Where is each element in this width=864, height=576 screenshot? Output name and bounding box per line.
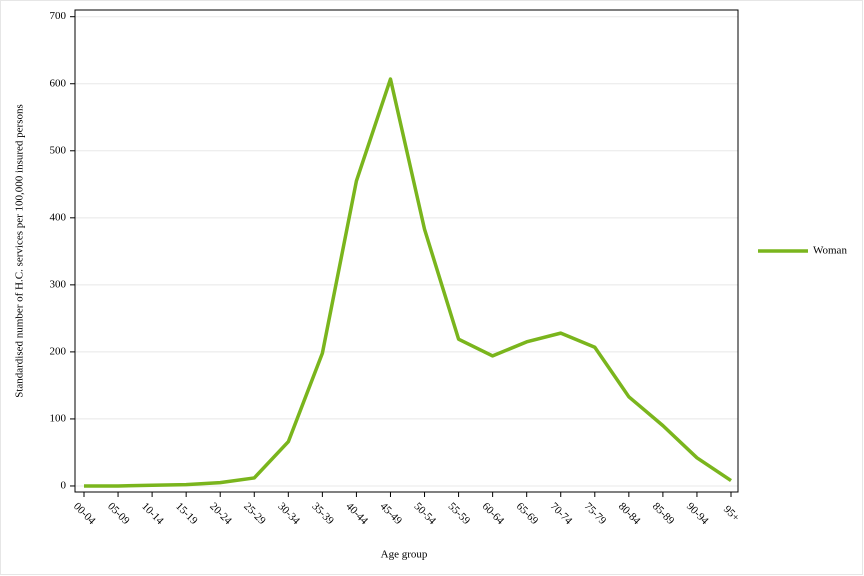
- y-tick-label: 300: [50, 278, 67, 290]
- x-tick-label: 10-14: [139, 500, 166, 527]
- y-tick-label: 100: [50, 412, 67, 424]
- x-tick-label: 25-29: [241, 500, 268, 527]
- x-tick-label: 85-89: [650, 500, 677, 527]
- x-tick-label: 35-39: [309, 500, 336, 527]
- x-tick-label: 40-44: [343, 500, 370, 527]
- x-tick-label: 80-84: [616, 500, 643, 527]
- y-tick-label: 0: [61, 479, 67, 491]
- x-tick-label: 65-69: [514, 500, 541, 527]
- y-axis-label: Standardised number of H.C. services per…: [14, 104, 26, 398]
- x-tick-label: 60-64: [480, 500, 507, 527]
- legend-label: Woman: [813, 245, 847, 257]
- y-tick-label: 500: [50, 144, 67, 156]
- x-tick-label: 50-54: [412, 500, 439, 527]
- y-tick-label: 200: [50, 345, 67, 357]
- series-line: [84, 77, 732, 488]
- x-tick-label: 00-04: [71, 500, 98, 527]
- x-tick-label: 70-74: [548, 500, 575, 527]
- x-tick-label: 95+: [721, 503, 742, 524]
- y-tick-label: 400: [50, 211, 67, 223]
- x-tick-label: 45-49: [377, 500, 404, 527]
- x-tick-label: 15-19: [173, 500, 200, 527]
- x-axis-label: Age group: [381, 549, 428, 561]
- x-tick-label: 75-79: [582, 500, 609, 527]
- x-tick-label: 30-34: [275, 500, 302, 527]
- x-tick-label: 55-59: [446, 500, 473, 527]
- x-tick-label: 20-24: [207, 500, 234, 527]
- plot-area: [74, 9, 739, 493]
- x-tick-label: 05-09: [105, 500, 132, 527]
- y-tick-label: 600: [50, 77, 67, 89]
- x-tick-label: 90-94: [684, 500, 711, 527]
- y-tick-label: 700: [50, 10, 67, 22]
